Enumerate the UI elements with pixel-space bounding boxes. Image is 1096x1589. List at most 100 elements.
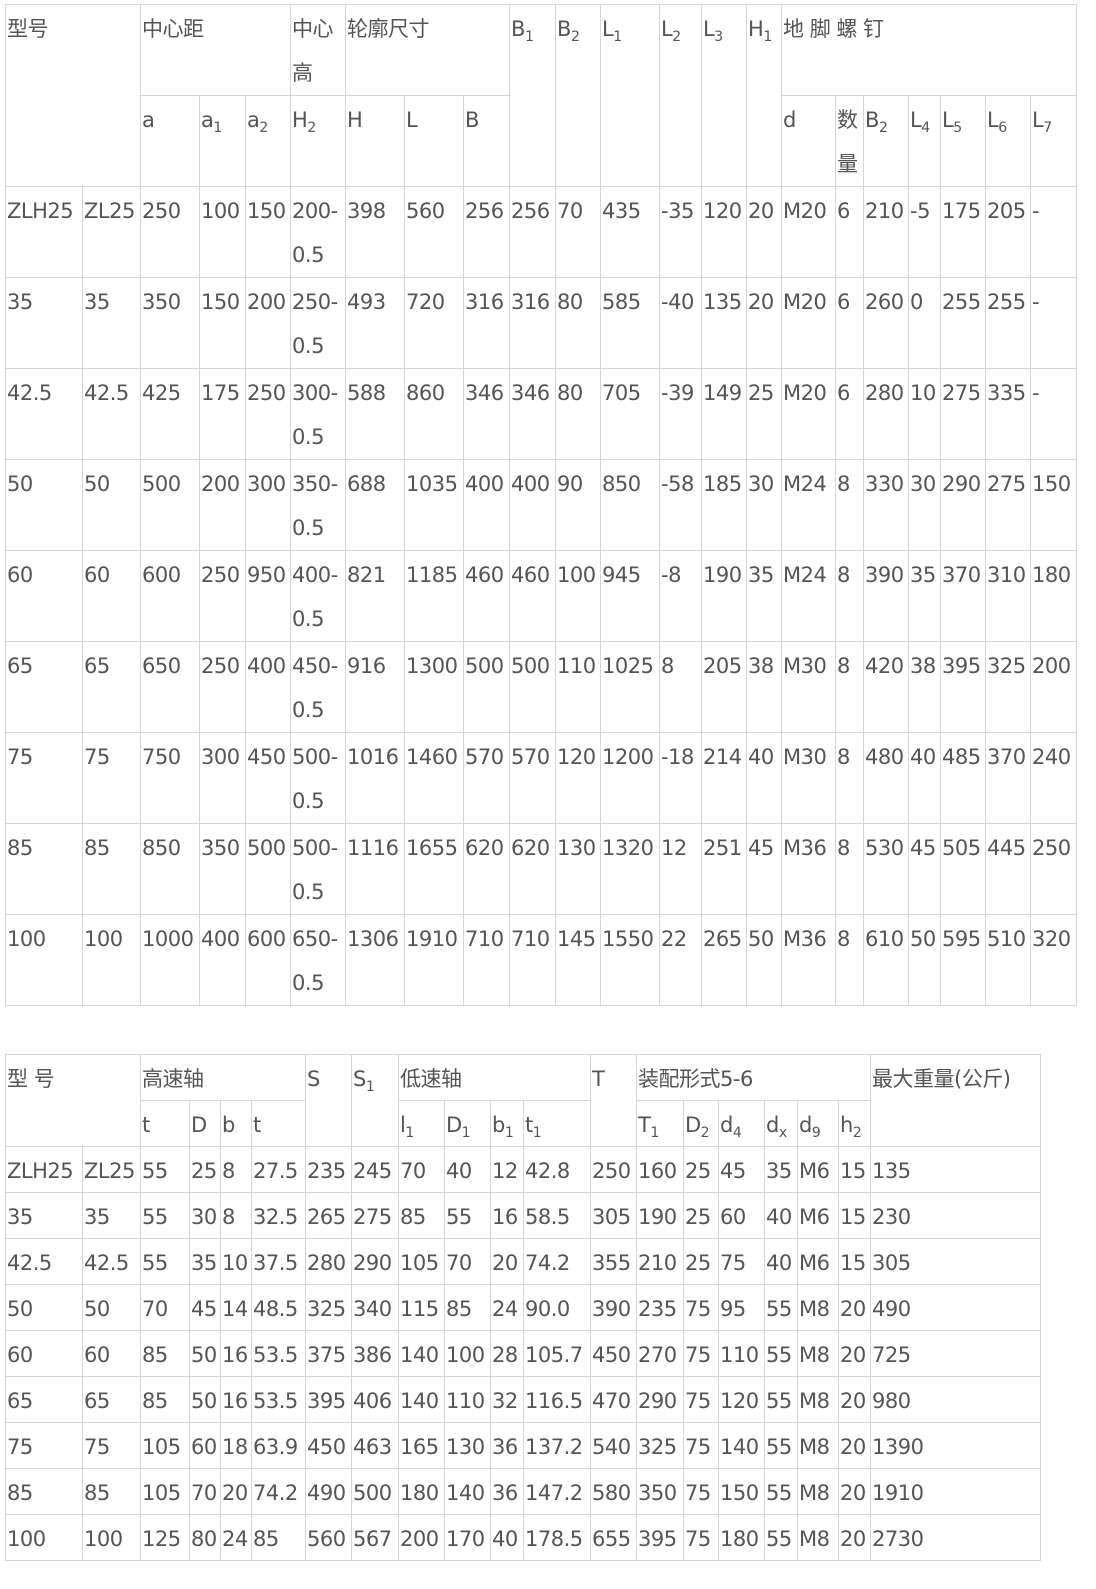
header-cell: B1: [509, 4, 557, 187]
table-cell: 100: [5, 914, 83, 1006]
table-cell: 265: [701, 914, 748, 1006]
table-cell: 35: [82, 1192, 141, 1239]
table-cell: 485: [940, 732, 987, 824]
table-cell: -8: [659, 550, 703, 642]
table-cell: 340: [351, 1284, 399, 1331]
header-cell: dx: [764, 1100, 798, 1147]
table-cell: -: [1030, 368, 1078, 460]
table-cell: 95: [718, 1284, 765, 1331]
header-label: a: [247, 108, 260, 132]
table-cell: 335: [985, 368, 1032, 460]
table-cell: 270: [636, 1330, 684, 1377]
table-cell: -: [1030, 277, 1078, 369]
table-cell: 275: [985, 459, 1032, 551]
table-cell: 140: [718, 1422, 765, 1469]
table-cell: 570: [509, 732, 557, 824]
table-cell: 50: [908, 914, 942, 1006]
table-cell: 105: [398, 1238, 445, 1285]
table-cell: 32: [490, 1376, 524, 1423]
table-cell: 250-0.5: [290, 277, 347, 369]
table-cell: 110: [555, 641, 602, 733]
table-cell: M36: [781, 823, 837, 915]
table-cell: 10: [908, 368, 942, 460]
table-cell: 85: [444, 1284, 491, 1331]
table-cell: M8: [797, 1330, 839, 1377]
table-cell: 16: [490, 1192, 524, 1239]
table-cell: 500-0.5: [290, 732, 347, 824]
table-cell: 30: [746, 459, 783, 551]
table-cell: 50: [5, 1284, 83, 1331]
table-cell: 175: [199, 368, 246, 460]
table-cell: 24: [220, 1514, 252, 1561]
header-subscript: 1: [613, 29, 622, 45]
table-cell: 406: [351, 1376, 399, 1423]
header-label: h: [840, 1113, 853, 1137]
table-cell: 150: [244, 186, 292, 278]
table-cell: 75: [683, 1284, 719, 1331]
table-cell: 480: [863, 732, 910, 824]
header-label: 地 脚 螺 钉: [783, 17, 884, 41]
table-cell: 400: [244, 641, 292, 733]
table-cell: 38: [746, 641, 783, 733]
table-cell: 200: [1030, 641, 1078, 733]
table-cell: 400: [199, 914, 246, 1006]
table-row: ZLH25 ZL25 55 25 8 27.5 235 245 70 40 12 42.8 250 160…: [5, 1146, 1041, 1193]
table-cell: 200: [244, 277, 292, 369]
table-cell: 250: [244, 368, 292, 460]
table-cell: 8: [220, 1192, 252, 1239]
table-cell: 65: [5, 1376, 83, 1423]
table-cell: 325: [636, 1422, 684, 1469]
header-label: H: [292, 108, 308, 132]
header-label: S: [353, 1067, 366, 1091]
table-cell: 149: [701, 368, 748, 460]
table-cell: 205: [985, 186, 1032, 278]
table-cell: 70: [555, 186, 602, 278]
table-cell: 8: [835, 823, 865, 915]
table-cell: 325: [305, 1284, 352, 1331]
table-cell: 275: [351, 1192, 399, 1239]
header-cell: L: [404, 95, 465, 187]
table-cell: 1185: [404, 550, 465, 642]
table-cell: 60: [82, 1330, 141, 1377]
table-cell: 560: [305, 1514, 352, 1561]
table-cell: 567: [351, 1514, 399, 1561]
header-cell: 数量: [835, 95, 865, 187]
header-label: b: [222, 1113, 235, 1137]
table-cell: M20: [781, 277, 837, 369]
header-cell: 轮廓尺寸: [345, 4, 511, 96]
table-cell: 250: [140, 186, 200, 278]
header-cell: 低速轴: [398, 1054, 591, 1101]
table-cell: 85: [5, 823, 83, 915]
header-subscript: 2: [700, 1125, 710, 1141]
table-cell: 20: [838, 1284, 871, 1331]
header-subscript: 2: [672, 29, 681, 45]
header-label: l: [400, 1113, 406, 1137]
table-cell: 50: [746, 914, 783, 1006]
table-cell: 1025: [600, 641, 661, 733]
header-label: 装配形式5-6: [638, 1067, 753, 1091]
table-cell: 8: [835, 550, 865, 642]
header-subscript: 1: [405, 1125, 414, 1141]
table-cell: 12: [659, 823, 703, 915]
table-cell: 375: [305, 1330, 352, 1377]
table-cell: 24: [490, 1284, 524, 1331]
table-cell: 346: [509, 368, 557, 460]
table-cell: 40: [764, 1238, 798, 1285]
header-label: d: [783, 108, 796, 132]
header-row: 型号 中心距 中心高 轮廓尺寸 B1 B2 L1 L2 L3 H1 地 脚 螺 钉: [5, 4, 1078, 187]
table-cell: 400-0.5: [290, 550, 347, 642]
table-cell: 500: [351, 1468, 399, 1515]
header-label: H: [347, 108, 363, 132]
table-cell: 580: [590, 1468, 637, 1515]
header-label: 数量: [837, 108, 858, 176]
table-cell: 180: [1030, 550, 1078, 642]
table-cell: 205: [701, 641, 748, 733]
table-cell: 346: [463, 368, 511, 460]
table-cell: 42.5: [5, 1238, 83, 1285]
table-row: 60 60 600 250 950 400-0.5 821 1185 460 460 100 945-…: [5, 550, 1078, 642]
table-cell: 20: [838, 1330, 871, 1377]
table-cell: 180: [718, 1514, 765, 1561]
header-cell: H1: [746, 4, 783, 187]
table-cell: 75: [718, 1238, 765, 1285]
table-cell: 250: [1030, 823, 1078, 915]
